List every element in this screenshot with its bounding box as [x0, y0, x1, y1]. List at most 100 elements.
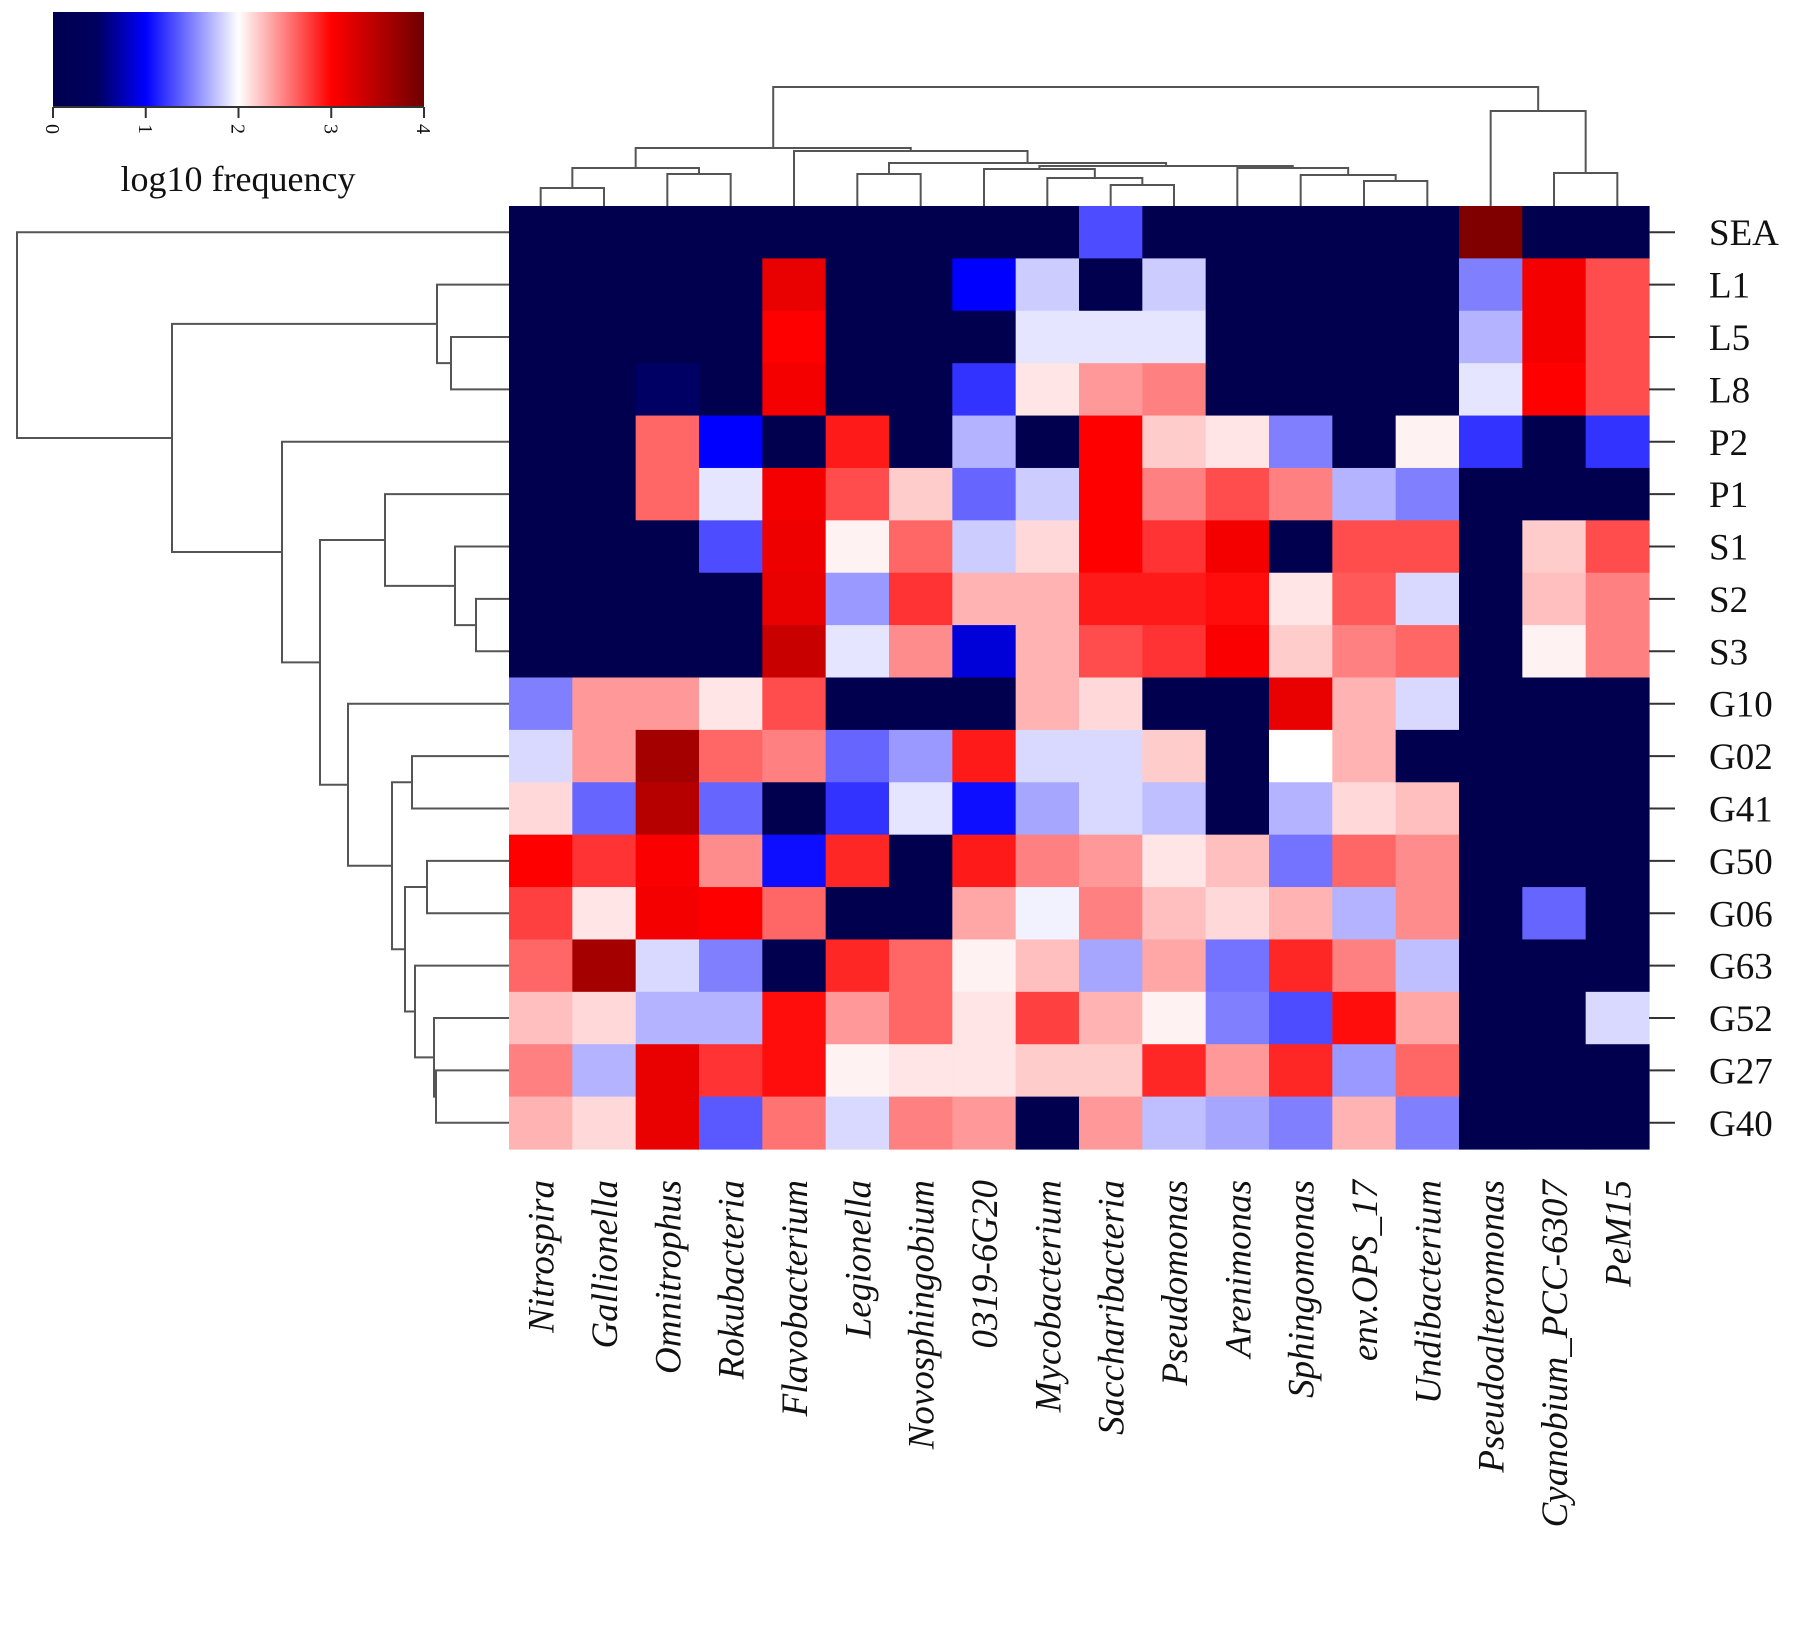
- heatmap-cell: [1585, 1044, 1650, 1098]
- heatmap-cell: [1395, 677, 1460, 731]
- heatmap-cell: [635, 520, 700, 574]
- dendrogram-branch: [171, 322, 437, 554]
- row-dendrogram: [16, 231, 509, 1124]
- heatmap-cell: [572, 415, 637, 469]
- heatmap-cell: [1142, 258, 1207, 312]
- heatmap-cell: [1269, 520, 1333, 574]
- heatmap-cell: [1015, 991, 1080, 1045]
- heatmap-cell: [889, 520, 953, 574]
- heatmap-cell: [952, 939, 1017, 993]
- heatmap-cell: [572, 991, 637, 1045]
- dendrogram-branch: [983, 168, 1096, 206]
- column-dendrogram: [539, 86, 1619, 206]
- heatmap-cell: [1585, 625, 1650, 679]
- heatmap-cell: [1205, 1096, 1270, 1150]
- heatmap-cell: [572, 258, 637, 312]
- heatmap-cell: [762, 625, 827, 679]
- heatmap-cell: [1142, 782, 1207, 836]
- heatmap-cell: [889, 834, 953, 888]
- heatmap-cell: [1459, 1096, 1523, 1150]
- dendrogram-branch: [1236, 167, 1350, 206]
- heatmap-cell: [699, 415, 763, 469]
- column-label: Novosphingobium: [902, 1180, 943, 1450]
- heatmap-cell: [1269, 363, 1333, 417]
- heatmap-cell: [825, 729, 890, 783]
- heatmap-cell: [635, 310, 700, 364]
- heatmap-cell: [1522, 206, 1587, 259]
- heatmap-cell: [1269, 939, 1333, 993]
- heatmap-cell: [952, 467, 1017, 521]
- heatmap-cell: [1079, 258, 1143, 312]
- heatmap-cell: [1459, 729, 1523, 783]
- dendrogram-branch: [1109, 184, 1175, 206]
- heatmap-cell: [952, 415, 1017, 469]
- heatmap-cell: [1395, 415, 1460, 469]
- heatmap-cell: [1142, 572, 1207, 626]
- heatmap-cell: [1015, 677, 1080, 731]
- heatmap-cell: [1585, 782, 1650, 836]
- heatmap-cell: [762, 1096, 827, 1150]
- heatmap-cell: [699, 1096, 763, 1150]
- dendrogram-branch: [1363, 180, 1429, 206]
- heatmap-cell: [1015, 782, 1080, 836]
- heatmap-cell: [1205, 310, 1270, 364]
- column-label: Pseudomonas: [1155, 1180, 1196, 1387]
- heatmap-cell: [1522, 939, 1587, 993]
- heatmap-cell: [635, 782, 700, 836]
- column-label: Mycobacterium: [1028, 1180, 1069, 1413]
- heatmap-cell: [762, 939, 827, 993]
- heatmap-cell: [952, 834, 1017, 888]
- heatmap-cell: [1079, 467, 1143, 521]
- heatmap-cell: [509, 625, 573, 679]
- heatmap-cell: [762, 677, 827, 731]
- row-label: G41: [1709, 789, 1773, 830]
- dendrogram-branch: [16, 231, 509, 439]
- heatmap-cell: [889, 206, 953, 259]
- heatmap-cell: [1332, 1096, 1397, 1150]
- heatmap-cell: [889, 415, 953, 469]
- heatmap-cell: [825, 310, 890, 364]
- heatmap-cell: [1079, 206, 1143, 259]
- heatmap-cell: [889, 677, 953, 731]
- heatmap-cell: [1205, 467, 1270, 521]
- heatmap-cell: [1269, 415, 1333, 469]
- heatmap-cell: [1079, 991, 1143, 1045]
- heatmap-cell: [1585, 363, 1650, 417]
- heatmap-cell: [889, 572, 953, 626]
- row-label: SEA: [1709, 213, 1779, 254]
- heatmap-cell: [1015, 415, 1080, 469]
- heatmap-cell: [1395, 887, 1460, 941]
- heatmap-cell: [1395, 939, 1460, 993]
- row-label: P2: [1709, 423, 1748, 464]
- heatmap-cell: [1522, 363, 1587, 417]
- dendrogram-branch: [1489, 110, 1587, 206]
- heatmap-cell: [825, 467, 890, 521]
- column-label: Flavobacterium: [775, 1180, 816, 1417]
- heatmap-cell: [762, 991, 827, 1045]
- heatmap-cell: [572, 887, 637, 941]
- heatmap-cell: [509, 1044, 573, 1098]
- heatmap-cell: [699, 310, 763, 364]
- heatmap-cell: [1142, 310, 1207, 364]
- heatmap-cell: [572, 520, 637, 574]
- dendrogram-branch: [450, 335, 509, 391]
- heatmap-cell: [1142, 887, 1207, 941]
- row-label: L8: [1709, 370, 1750, 411]
- dendrogram-branch: [1046, 177, 1144, 206]
- heatmap-cell: [1015, 939, 1080, 993]
- heatmap-cell: [509, 677, 573, 731]
- heatmap-cell: [1079, 1044, 1143, 1098]
- heatmap-cell: [1522, 729, 1587, 783]
- heatmap-cell: [1015, 363, 1080, 417]
- heatmap-cell: [1395, 520, 1460, 574]
- heatmap-cell: [1205, 415, 1270, 469]
- row-label: G52: [1709, 999, 1773, 1040]
- heatmap-cell: [635, 415, 700, 469]
- heatmap-cell: [1205, 1044, 1270, 1098]
- heatmap-cell: [1079, 520, 1143, 574]
- heatmap-cell: [699, 729, 763, 783]
- heatmap-cell: [1459, 625, 1523, 679]
- heatmap-cell: [699, 625, 763, 679]
- heatmap-cell: [509, 887, 573, 941]
- heatmap-cell: [1395, 834, 1460, 888]
